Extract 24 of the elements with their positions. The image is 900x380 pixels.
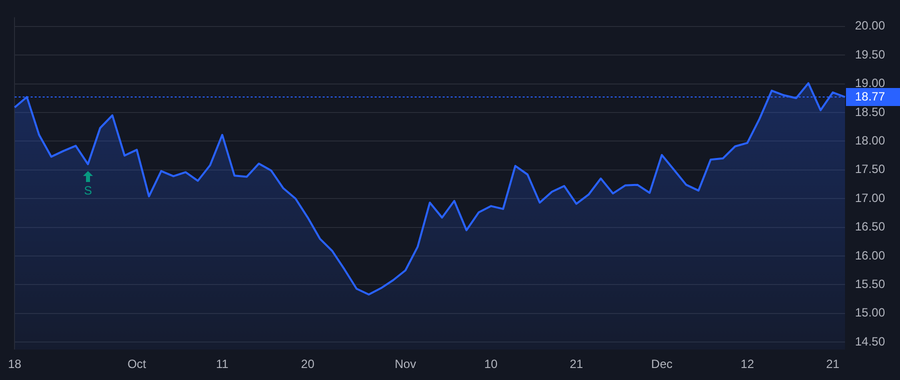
y-tick-label: 18.50 [855, 104, 886, 119]
x-tick-label: 18 [8, 357, 22, 372]
y-tick-label: 16.00 [855, 248, 886, 262]
x-tick-label: 10 [484, 357, 498, 372]
x-tick-label: 11 [216, 357, 229, 372]
y-tick-label: 19.00 [855, 76, 886, 90]
y-tick-label: 19.50 [855, 47, 886, 62]
y-tick-label: 15.00 [855, 306, 886, 320]
x-tick-label: Oct [127, 357, 147, 372]
ref-line-label: 18.77 [855, 89, 886, 104]
y-tick-label: 15.50 [855, 277, 886, 292]
x-tick-label: Nov [394, 357, 416, 372]
y-tick-label: 20.00 [855, 18, 886, 33]
y-tick-label: 17.00 [855, 190, 886, 205]
x-tick-label: 12 [740, 357, 754, 372]
x-tick-label: Dec [651, 357, 673, 372]
y-tick-label: 16.50 [855, 220, 886, 234]
y-tick-label: 17.50 [855, 162, 886, 176]
x-tick-label: 21 [826, 357, 840, 372]
x-tick-label: 21 [570, 357, 584, 372]
annotation: S [84, 183, 92, 198]
x-tick-label: 20 [301, 357, 315, 372]
y-tick-label: 18.00 [855, 134, 886, 148]
y-tick-label: 14.50 [855, 334, 886, 348]
